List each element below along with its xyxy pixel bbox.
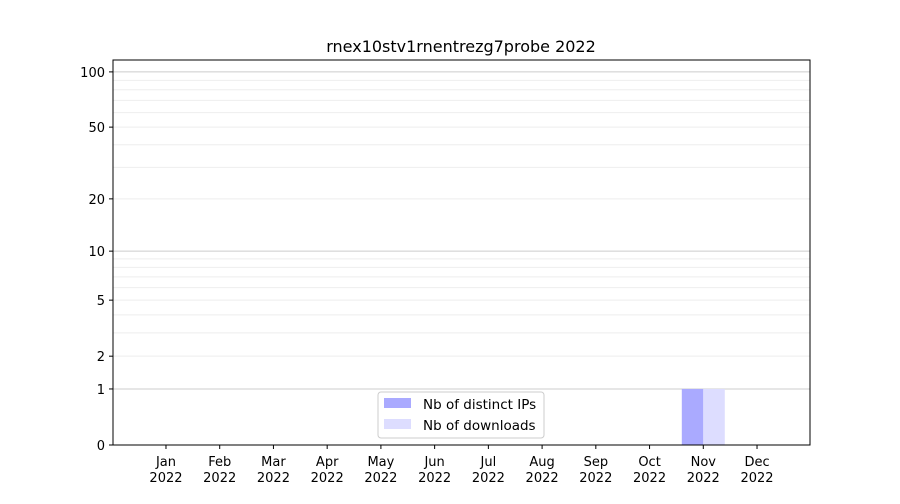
x-tick-label: Oct 2022 <box>633 455 666 486</box>
legend-swatch-downloads <box>384 419 411 429</box>
x-axis: Jan 2022 Feb 2022 Mar 2022 Apr 2022 May 2022 Jun 20… <box>149 445 774 486</box>
y-tick-label: 50 <box>88 121 105 136</box>
legend-label-downloads: Nb of downloads <box>423 418 536 434</box>
y-axis: 0 1 2 5 10 20 50 100 <box>80 66 113 454</box>
legend: Nb of distinct IPs Nb of downloads <box>377 391 545 439</box>
bar-downloads <box>703 388 725 445</box>
x-tick-label: Feb 2022 <box>203 455 236 486</box>
legend-box <box>377 391 545 439</box>
x-tick-label: Aug 2022 <box>526 455 559 486</box>
x-tick-label: Jul 2022 <box>472 455 505 486</box>
y-tick-label: 20 <box>88 193 105 208</box>
legend-label-distinct-ips: Nb of distinct IPs <box>423 397 536 413</box>
x-tick-label: Apr 2022 <box>311 455 344 486</box>
x-tick-label: May 2022 <box>364 455 397 486</box>
bar-distinct-ips <box>681 388 704 445</box>
y-tick-label: 2 <box>97 350 105 365</box>
x-tick-label: Jan 2022 <box>149 455 182 486</box>
chart-title: rnex10stv1rnentrezg7probe 2022 <box>326 37 596 56</box>
y-tick-label: 100 <box>80 66 105 81</box>
y-tick-label: 5 <box>97 294 105 309</box>
x-tick-label: Jun 2022 <box>418 455 451 486</box>
x-tick-label: Nov 2022 <box>687 455 720 486</box>
x-tick-label: Mar 2022 <box>257 455 290 486</box>
legend-swatch-distinct-ips <box>384 398 411 408</box>
bars <box>681 388 725 445</box>
y-tick-label: 10 <box>88 245 105 260</box>
x-tick-label: Sep 2022 <box>579 455 612 486</box>
x-tick-label: Dec 2022 <box>740 455 773 486</box>
grid <box>113 71 810 390</box>
y-tick-label: 1 <box>97 383 105 398</box>
plot-frame <box>112 59 811 446</box>
y-tick-label: 0 <box>97 439 105 454</box>
